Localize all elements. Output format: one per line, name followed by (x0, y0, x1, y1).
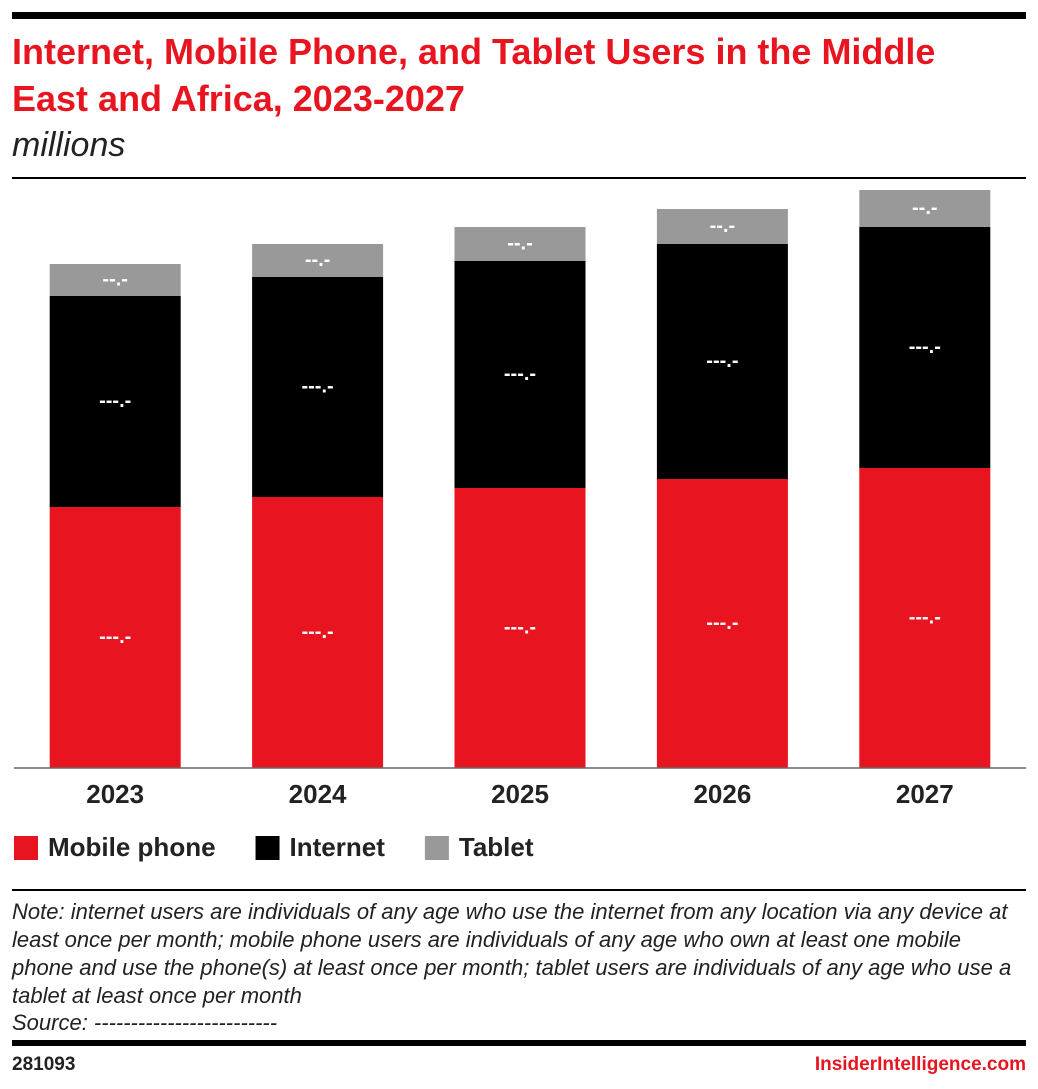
bar-segment (454, 227, 586, 261)
legend-swatch (14, 836, 38, 860)
rule (12, 889, 1026, 891)
bar-segment (656, 479, 788, 768)
bar-segment (454, 488, 586, 768)
chart-id: 281093 (12, 1054, 76, 1075)
bar-segment (859, 468, 991, 768)
bar-segment (656, 244, 788, 479)
bottom-rule (12, 1040, 1026, 1046)
legend-swatch (424, 836, 449, 860)
value-label: --.- (912, 197, 938, 219)
value-label: --.- (710, 215, 736, 237)
x-tick-label: 2027 (896, 779, 954, 809)
rule (12, 177, 1026, 179)
value-label: ---.- (504, 363, 536, 385)
bar-segment (49, 264, 181, 296)
legend-swatch (255, 836, 280, 860)
value-label: --.- (305, 249, 331, 271)
legend-label: Internet (290, 832, 386, 862)
bar-segment (49, 507, 181, 768)
value-label: ---.- (909, 606, 941, 628)
value-label: ---.- (99, 626, 131, 648)
x-tick-label: 2025 (491, 779, 549, 809)
bar-segment (454, 261, 586, 488)
bar-segment (859, 227, 991, 468)
value-label: ---.- (301, 375, 333, 397)
chart-title: Internet, Mobile Phone, and Tablet Users… (12, 31, 936, 119)
bar-segment (656, 209, 788, 244)
brand: InsiderIntelligence.com (814, 1054, 1026, 1075)
value-label: ---.- (99, 390, 131, 412)
value-label: ---.- (301, 621, 333, 643)
source: Source: ------------------------- (12, 1010, 278, 1035)
legend-label: Mobile phone (48, 832, 216, 862)
x-tick-label: 2023 (86, 779, 144, 809)
value-label: ---.- (706, 350, 738, 372)
note: Note: internet users are individuals of … (12, 899, 1012, 1008)
value-label: ---.- (504, 616, 536, 638)
bar-segment (252, 244, 384, 277)
value-label: ---.- (706, 612, 738, 634)
top-rule (12, 12, 1026, 19)
value-label: --.- (102, 268, 128, 290)
bar-segment (252, 497, 384, 768)
legend-label: Tablet (459, 832, 534, 862)
value-label: --.- (507, 232, 533, 254)
value-label: ---.- (909, 336, 941, 358)
bar-segment (859, 190, 991, 227)
chart-subtitle: millions (12, 126, 126, 164)
x-tick-label: 2024 (289, 779, 347, 809)
bar-segment (49, 296, 181, 507)
bar-segment (252, 277, 384, 497)
chart: ---.- ---.- --.- 2023 ---.- ---.- --.- 2024 ---.… (14, 190, 1026, 862)
x-tick-label: 2026 (693, 779, 751, 809)
